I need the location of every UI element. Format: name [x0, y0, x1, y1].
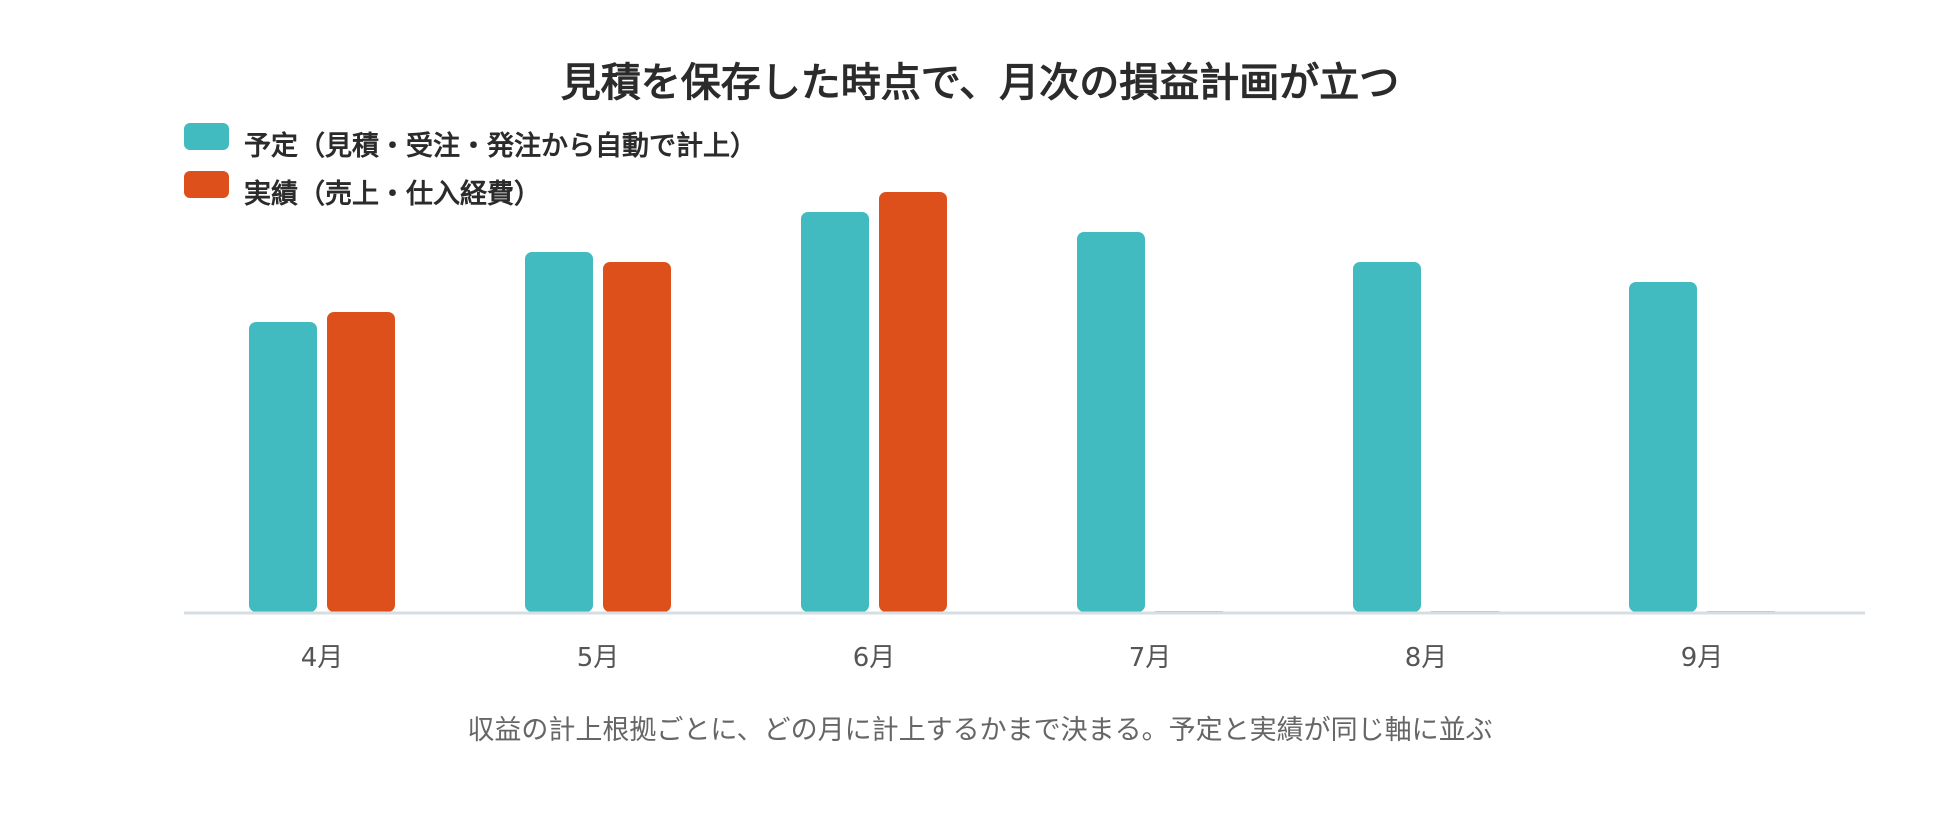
bar-actual-1 [327, 312, 395, 612]
x-tick-label: 9月 [1681, 643, 1724, 673]
x-axis-ticks: 4月 5月 6月 7月 8月 9月 [301, 643, 1724, 673]
legend: 予定（見積・受注・発注から自動で計上） 実績（売上・仕入経費） [184, 123, 757, 210]
bar-plan-1 [249, 322, 317, 612]
chart-title: 見積を保存した時点で、月次の損益計画が立つ [561, 60, 1399, 106]
legend-swatch-actual [184, 171, 229, 198]
legend-label-actual: 実績（売上・仕入経費） [244, 178, 541, 210]
x-tick-label: 8月 [1405, 643, 1448, 673]
x-tick-label: 6月 [853, 643, 896, 673]
legend-swatch-plan [184, 123, 229, 150]
bar-plan-4 [1077, 232, 1145, 612]
x-tick-label: 7月 [1129, 643, 1172, 673]
bar-plan-3 [801, 212, 869, 612]
bar-plan-6 [1629, 282, 1697, 612]
bar-plan-5 [1353, 262, 1421, 612]
x-tick-label: 4月 [301, 643, 344, 673]
x-tick-label: 5月 [577, 643, 620, 673]
bar-actual-3 [879, 192, 947, 612]
legend-label-plan: 予定（見積・受注・発注から自動で計上） [244, 130, 757, 162]
bar-plan-2 [525, 252, 593, 612]
bars-group [249, 192, 1775, 613]
chart-caption: 収益の計上根拠ごとに、どの月に計上するかまで決まる。予定と実績が同じ軸に並ぶ [467, 715, 1492, 746]
bar-actual-2 [603, 262, 671, 612]
